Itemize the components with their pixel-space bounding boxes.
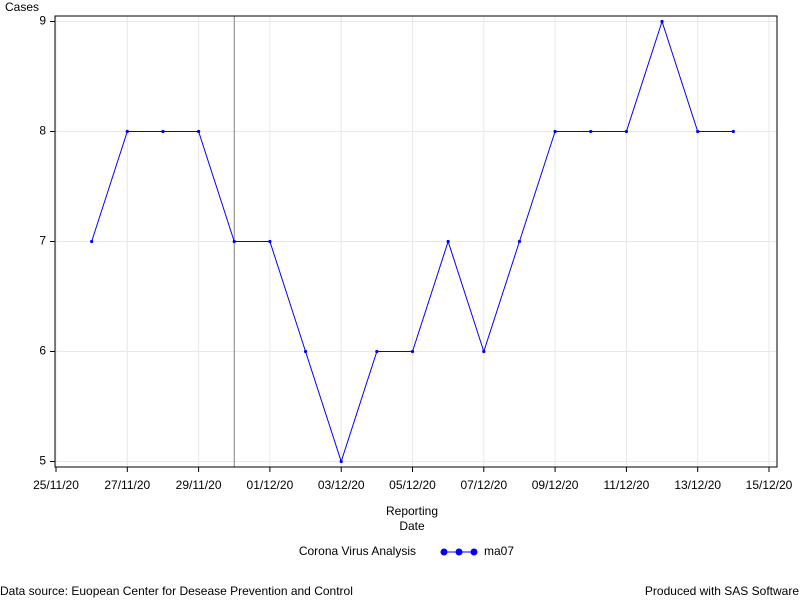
legend-title: Corona Virus Analysis [299,544,416,558]
x-tick-label: 27/11/20 [104,478,150,492]
x-tick-label: 25/11/20 [33,478,79,492]
point [731,129,735,134]
x-tick-label: 07/12/20 [460,478,507,492]
legend-swatch-marker [440,548,448,556]
point [517,239,522,244]
y-tick-label: 9 [39,14,46,28]
point [375,349,379,354]
point [125,129,129,134]
legend-swatch-marker [470,548,478,556]
point [90,239,94,244]
plot-frame [54,15,778,468]
point [161,129,165,134]
legend-swatch-marker [455,548,463,556]
footnote-left: Data source: Euopean Center for Desease … [0,584,353,598]
x-tick-label: 01/12/20 [247,478,294,492]
x-tick-label: 11/12/20 [603,478,649,492]
point [232,239,236,244]
point [446,239,450,244]
point [339,459,343,464]
legend-label: ma07 [484,544,514,558]
point [197,129,201,134]
point [410,349,415,354]
y-tick-label: 5 [39,454,46,468]
point [268,239,272,244]
point [696,129,700,134]
point [482,349,486,354]
point [553,129,557,134]
y-axis-label: Cases [5,0,39,14]
x-tick-label: 29/11/20 [176,478,222,492]
x-tick-label: 03/12/20 [318,478,365,492]
y-tick-label: 7 [39,234,46,248]
x-tick-label: 09/12/20 [532,478,579,492]
point [303,349,308,354]
point [660,19,664,24]
x-tick-label: 05/12/20 [389,478,436,492]
x-axis-label: Reporting Date [385,504,439,533]
x-tick-label: 15/12/20 [746,478,793,492]
y-tick-label: 6 [39,344,46,358]
footnote-right: Produced with SAS Software [645,584,799,598]
point [589,129,593,134]
x-tick-label: 13/12/20 [674,478,721,492]
point [624,129,629,134]
y-tick-label: 8 [39,124,46,138]
